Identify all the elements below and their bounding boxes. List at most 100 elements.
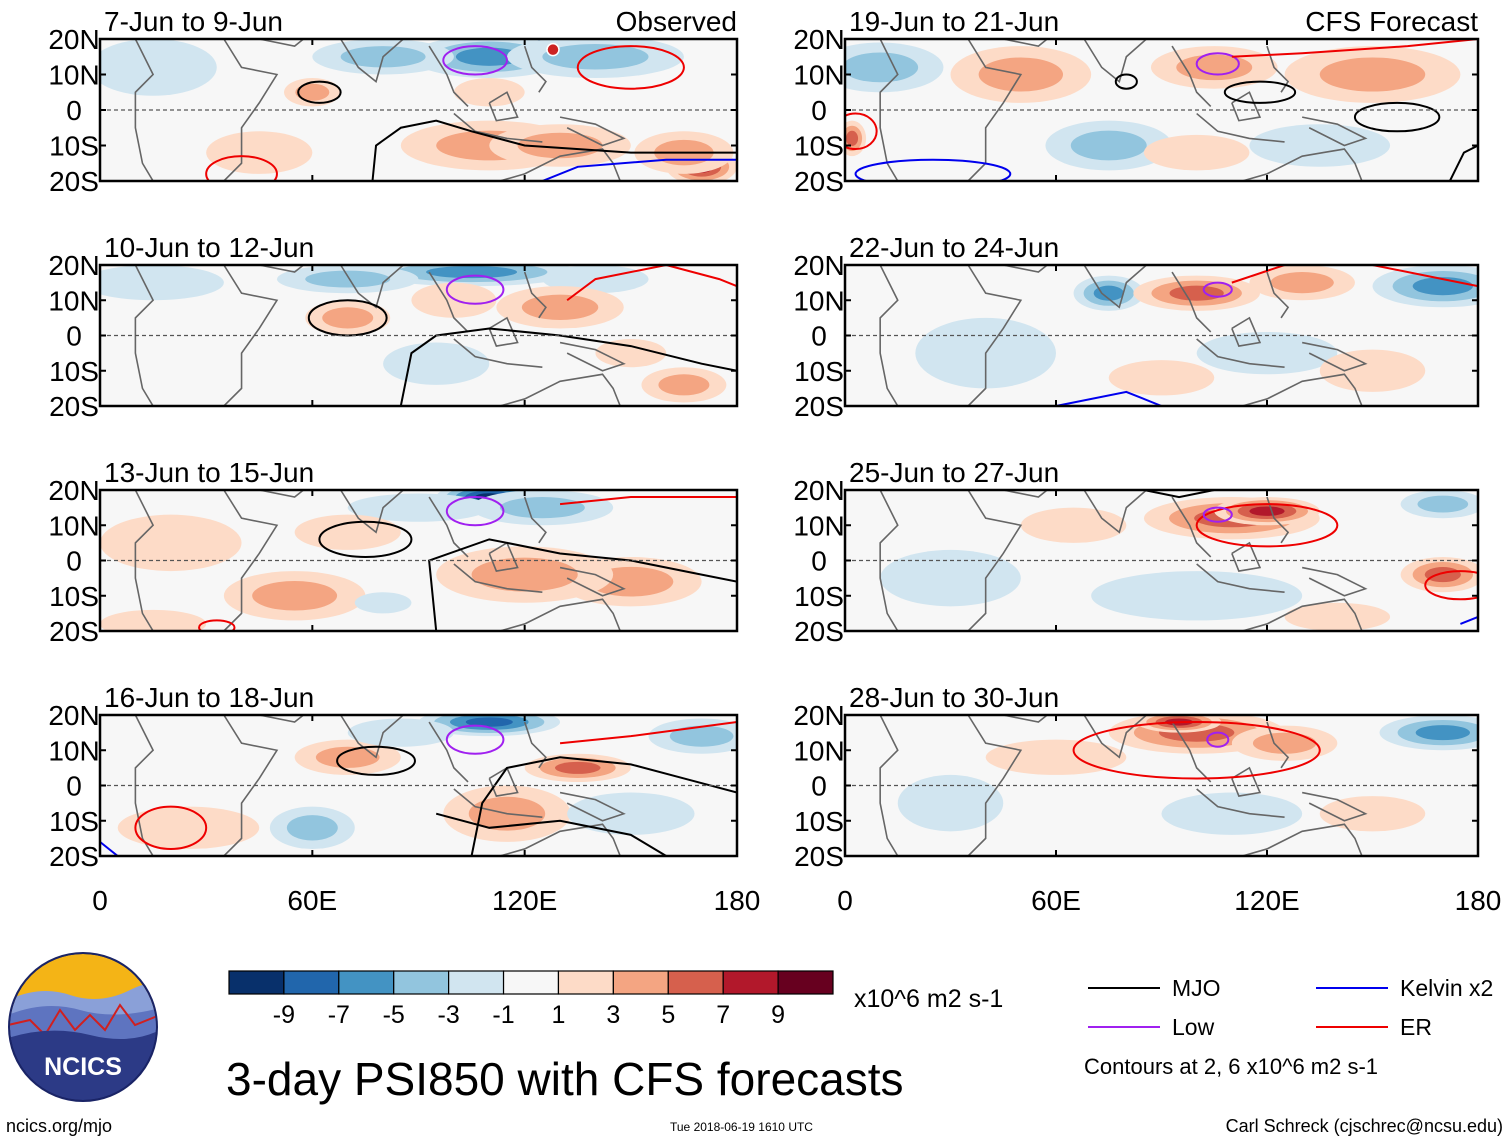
y-tick-label: 20N: [48, 475, 99, 506]
x-tick-label: 180: [714, 885, 761, 916]
contour-line: [399, 327, 737, 406]
y-tick-label: 0: [811, 95, 827, 126]
anomaly-shading: [1424, 567, 1461, 583]
anomaly-shading: [347, 718, 454, 747]
coastline: [428, 271, 469, 333]
colorbar-tick-label: -3: [438, 1001, 460, 1029]
coastline: [1171, 721, 1212, 783]
contour-line: [470, 756, 737, 856]
panel-date-label: 28-Jun to 30-Jun: [849, 682, 1059, 713]
mjo-marker: [546, 42, 560, 57]
y-tick-label: 0: [66, 546, 82, 577]
anomaly-shading: [846, 130, 859, 147]
coastline: [1242, 373, 1363, 406]
anomaly-shading: [542, 43, 649, 70]
anomaly-shading: [295, 83, 330, 101]
anomaly-shading: [252, 580, 338, 611]
anomaly-shading: [1091, 571, 1303, 621]
contour-line: [1448, 144, 1478, 181]
coastline: [1171, 45, 1212, 108]
panel-6: 20N 10N 0 10S 20S 22-Jun to 24-Jun: [793, 232, 1480, 422]
site-link[interactable]: ncics.org/mjo: [6, 1116, 112, 1136]
contour-line: [1195, 503, 1339, 548]
coastline: [339, 39, 405, 83]
chart-title: 3-day PSI850 with CFS forecasts: [226, 1053, 904, 1105]
coastline: [1231, 541, 1262, 572]
timestamp: Tue 2018-06-19 1610 UTC: [670, 1120, 813, 1134]
anomaly-shading: [322, 307, 374, 329]
anomaly-shading: [1417, 495, 1469, 513]
coastline: [259, 39, 305, 47]
coastline: [967, 490, 1023, 631]
anomaly-shading: [567, 792, 695, 835]
colorbar-tick-label: -9: [273, 1001, 295, 1029]
contour-line: [541, 158, 737, 181]
y-tick-label: 0: [811, 321, 827, 352]
contour-line: [100, 841, 119, 856]
coastline: [499, 598, 621, 631]
y-tick-label: 10N: [793, 60, 844, 91]
coastline: [1242, 598, 1363, 631]
coastline: [967, 265, 1023, 406]
coastline: [1266, 271, 1290, 319]
contour-line: [1231, 39, 1478, 58]
anomaly-shading: [1319, 57, 1426, 92]
anomaly-shading: [1161, 792, 1303, 835]
coastline: [1171, 271, 1212, 333]
x-tick-label: 0: [837, 885, 853, 916]
contour-line: [854, 158, 1012, 181]
y-tick-label: 10N: [793, 285, 844, 316]
contour-note: Contours at 2, 6 x10^6 m2 s-1: [1084, 1054, 1378, 1079]
contour-line: [566, 265, 737, 302]
anomaly-shading: [1284, 602, 1391, 631]
colorbar-swatch: [502, 970, 560, 995]
contour-line: [318, 520, 413, 558]
coastline: [1231, 766, 1262, 797]
anomaly-shading: [100, 514, 242, 572]
coastline: [1302, 791, 1368, 822]
contour-line: [1114, 73, 1138, 90]
contour-line: [1143, 490, 1215, 499]
y-tick-label: 20S: [794, 841, 844, 872]
anomaly-shading: [521, 294, 599, 320]
y-tick-label: 10S: [794, 356, 844, 387]
colorbar-tick-label: 5: [661, 1001, 675, 1029]
colorbar-swatch: [448, 970, 505, 995]
anomaly-shading: [1093, 285, 1124, 301]
y-tick-label: 0: [811, 771, 827, 802]
colorbar-tick-label: 7: [716, 1001, 730, 1029]
coastline: [1196, 112, 1285, 143]
anomaly-shading: [426, 266, 518, 279]
panel-1: 20N 10N 0 10S 20S 7-Jun to 9-Jun Observed: [48, 6, 739, 197]
y-tick-label: 10N: [48, 735, 99, 766]
y-tick-label: 20N: [48, 700, 99, 731]
contour-line: [1353, 101, 1441, 133]
coastline: [523, 721, 547, 769]
y-tick-label: 10S: [49, 356, 99, 387]
x-tick-label: 0: [92, 885, 108, 916]
anomaly-shading: [117, 806, 260, 849]
panel-field: [845, 39, 1478, 181]
y-tick-label: 10S: [794, 806, 844, 837]
coastline: [1171, 496, 1212, 558]
contour-line: [371, 119, 737, 181]
coastline: [1302, 566, 1368, 597]
contour-line: [445, 274, 505, 305]
anomaly-shading: [100, 609, 207, 631]
coastline: [1231, 316, 1262, 347]
anomaly-shading: [1270, 272, 1334, 294]
x-tick-label: 60E: [1031, 885, 1081, 916]
anomaly-shading: [1249, 506, 1285, 516]
y-tick-label: 20N: [48, 250, 99, 281]
anomaly-shading: [658, 374, 710, 396]
anomaly-shading: [294, 514, 401, 550]
ncics-logo: NCICS: [8, 952, 158, 1102]
coastline: [453, 788, 543, 819]
colorbar-swatch: [612, 970, 669, 995]
anomaly-shading: [555, 761, 601, 774]
contour-line: [297, 80, 342, 104]
legend-label: Kelvin x2: [1400, 975, 1493, 1001]
coastline: [1242, 148, 1363, 181]
panel-date-label: 16-Jun to 18-Jun: [104, 682, 314, 713]
contour-line: [134, 805, 208, 850]
